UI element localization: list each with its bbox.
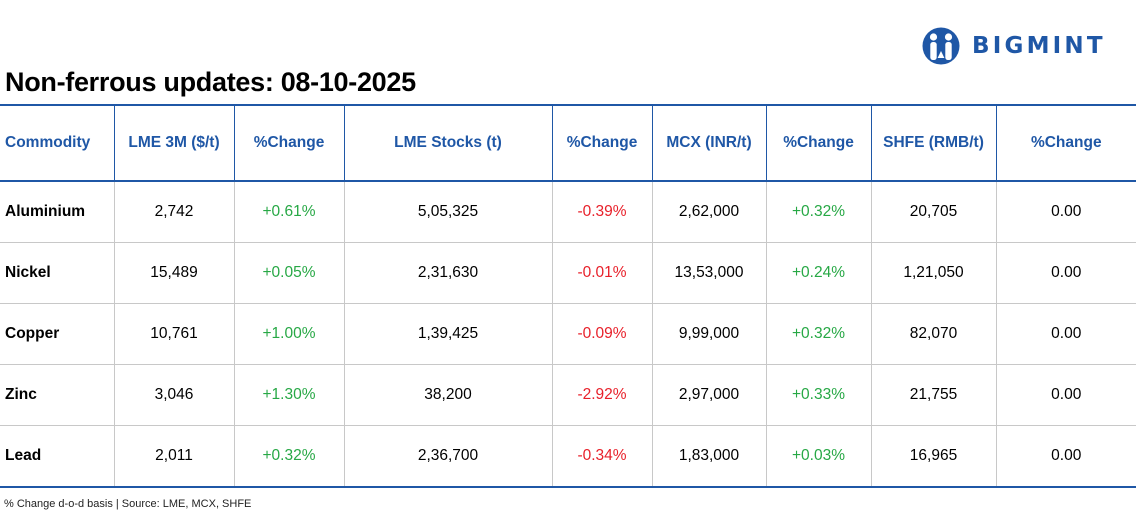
header-shfe-change: %Change: [995, 104, 1136, 182]
header-commodity: Commodity: [0, 104, 114, 182]
header-lme-stocks-change: %Change: [551, 104, 652, 182]
table-header-row: Commodity LME 3M ($/t) %Change LME Stocks (…: [0, 104, 1136, 182]
mcx-change: +0.32%: [765, 303, 871, 365]
commodity-name: Copper: [0, 303, 114, 365]
mcx-change: +0.32%: [765, 181, 871, 243]
table-row: Lead 2,011 +0.32% 2,36,700 -0.34% 1,83,000 +0.…: [0, 425, 1136, 488]
shfe-change: 0.00: [995, 364, 1136, 426]
lme-3m-value: 3,046: [113, 364, 234, 426]
lme-3m-value: 10,761: [113, 303, 234, 365]
shfe-change: 0.00: [995, 181, 1136, 243]
mcx-value: 13,53,000: [651, 242, 766, 304]
shfe-value: 1,21,050: [870, 242, 996, 304]
shfe-value: 82,070: [870, 303, 996, 365]
mcx-value: 2,97,000: [651, 364, 766, 426]
header-shfe: SHFE (RMB/t): [870, 104, 996, 182]
mcx-value: 2,62,000: [651, 181, 766, 243]
mcx-value: 9,99,000: [651, 303, 766, 365]
lme-3m-value: 15,489: [113, 242, 234, 304]
commodity-name: Nickel: [0, 242, 114, 304]
mcx-change: +0.03%: [765, 425, 871, 488]
commodity-table-wrapper: Commodity LME 3M ($/t) %Change LME Stocks (…: [0, 104, 1137, 488]
lme-3m-change: +1.30%: [233, 364, 344, 426]
shfe-value: 16,965: [870, 425, 996, 488]
footnote: % Change d-o-d basis | Source: LME, MCX,…: [4, 498, 252, 510]
lme-stocks-change: -0.09%: [551, 303, 652, 365]
lme-3m-change: +1.00%: [233, 303, 344, 365]
lme-stocks-change: -0.39%: [551, 181, 652, 243]
lme-stocks-value: 5,05,325: [343, 181, 552, 243]
table-row: Aluminium 2,742 +0.61% 5,05,325 -0.39% 2,62,0…: [0, 181, 1136, 243]
lme-3m-value: 2,742: [113, 181, 234, 243]
shfe-value: 20,705: [870, 181, 996, 243]
lme-stocks-change: -2.92%: [551, 364, 652, 426]
bigmint-logo: BIGMINT: [922, 27, 1106, 65]
lme-stocks-change: -0.01%: [551, 242, 652, 304]
lme-3m-value: 2,011: [113, 425, 234, 488]
lme-stocks-change: -0.34%: [551, 425, 652, 488]
shfe-change: 0.00: [995, 242, 1136, 304]
commodity-price-table: Commodity LME 3M ($/t) %Change LME Stocks (…: [0, 104, 1136, 488]
bigmint-logo-icon: [922, 27, 960, 65]
lme-stocks-value: 38,200: [343, 364, 552, 426]
page-title: Non-ferrous updates: 08-10-2025: [5, 67, 416, 97]
table-row: Copper 10,761 +1.00% 1,39,425 -0.09% 9,99,000…: [0, 303, 1136, 365]
shfe-change: 0.00: [995, 425, 1136, 488]
commodity-name: Lead: [0, 425, 114, 488]
mcx-change: +0.33%: [765, 364, 871, 426]
lme-3m-change: +0.32%: [233, 425, 344, 488]
mcx-value: 1,83,000: [651, 425, 766, 488]
lme-3m-change: +0.61%: [233, 181, 344, 243]
shfe-change: 0.00: [995, 303, 1136, 365]
commodity-name: Aluminium: [0, 181, 114, 243]
lme-stocks-value: 1,39,425: [343, 303, 552, 365]
lme-stocks-value: 2,36,700: [343, 425, 552, 488]
table-row: Zinc 3,046 +1.30% 38,200 -2.92% 2,97,000 +0.33…: [0, 364, 1136, 426]
header-mcx-change: %Change: [765, 104, 871, 182]
lme-stocks-value: 2,31,630: [343, 242, 552, 304]
header-mcx: MCX (INR/t): [651, 104, 766, 182]
table-body: Aluminium 2,742 +0.61% 5,05,325 -0.39% 2,62,0…: [0, 181, 1136, 488]
commodity-name: Zinc: [0, 364, 114, 426]
table-row: Nickel 15,489 +0.05% 2,31,630 -0.01% 13,53,00…: [0, 242, 1136, 304]
header-lme-3m-change: %Change: [233, 104, 344, 182]
mcx-change: +0.24%: [765, 242, 871, 304]
header-lme-3m: LME 3M ($/t): [113, 104, 234, 182]
shfe-value: 21,755: [870, 364, 996, 426]
bigmint-wordmark: BIGMINT: [972, 33, 1106, 59]
lme-3m-change: +0.05%: [233, 242, 344, 304]
header-lme-stocks: LME Stocks (t): [343, 104, 552, 182]
